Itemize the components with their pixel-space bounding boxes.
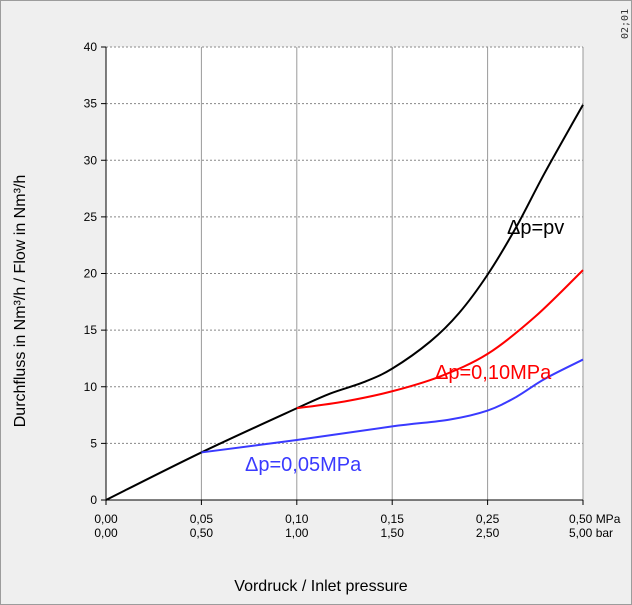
y-tick-label: 35: [84, 97, 98, 111]
y-axis-title: Durchfluss in Nm³/h / Flow in Nm³/h: [12, 175, 29, 428]
grid: [106, 46, 584, 500]
x-tick-label-bar: 0,00: [94, 526, 118, 540]
x-tick-label-bar: 1,50: [381, 526, 405, 540]
y-tick-label: 40: [84, 40, 98, 54]
x-tick-label-bar: 5,00 bar: [569, 526, 613, 540]
x-tick-label-mpa: 0,15: [381, 512, 405, 526]
y-tick-labels: 0 5 10 15 20 25 30 35 40: [84, 40, 106, 507]
corner-code: 02;01: [620, 9, 631, 39]
y-tick-label: 0: [90, 493, 97, 507]
x-tick-labels: 0,000,00 0,050,50 0,101,00 0,151,50 0,252,50…: [94, 500, 621, 540]
label-dp-pv: Δp=pv: [507, 217, 564, 239]
x-tick-label-mpa: 0,05: [190, 512, 214, 526]
y-tick-label: 10: [84, 380, 98, 394]
x-tick-label-bar: 0,50: [190, 526, 214, 540]
x-tick-label-bar: 2,50: [476, 526, 500, 540]
x-axis-title: Vordruck / Inlet pressure: [234, 578, 408, 595]
y-tick-label: 20: [84, 267, 98, 281]
series-labels: Δp=pv Δp=0,10MPa Δp=0,05MPa: [245, 217, 564, 476]
y-tick-label: 25: [84, 210, 98, 224]
series-line-dp-010: [296, 269, 584, 410]
x-tick-label-mpa: 0,10: [285, 512, 309, 526]
label-dp-005: Δp=0,05MPa: [245, 454, 362, 476]
x-tick-label-mpa: 0,25: [476, 512, 500, 526]
series-line-dp-005: [201, 358, 584, 454]
label-dp-010: Δp=0,10MPa: [435, 362, 552, 384]
series-group: [105, 104, 584, 501]
y-tick-label: 30: [84, 153, 98, 167]
x-tick-label-bar: 1,00: [285, 526, 309, 540]
y-tick-label: 5: [90, 436, 97, 450]
x-tick-label-mpa: 0,50 MPa: [569, 512, 621, 526]
series-line-dp-pv: [105, 104, 584, 501]
y-tick-label: 15: [84, 323, 98, 337]
x-tick-label-mpa: 0,00: [94, 512, 118, 526]
